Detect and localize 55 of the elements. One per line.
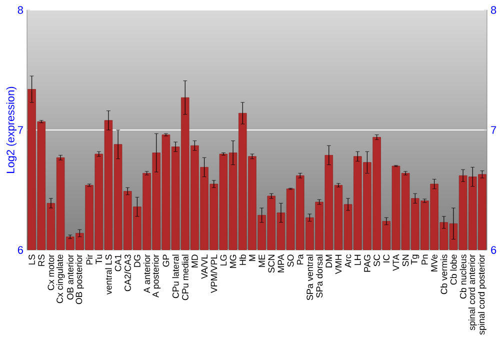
y-axis-title: Log2 (expression) xyxy=(6,86,17,173)
x-tick-label: CA2/CA3 xyxy=(124,254,131,292)
x-tick-label: Pn xyxy=(422,254,428,264)
x-tick-label: VPM/VPL xyxy=(210,254,218,294)
x-tick-label: SCN xyxy=(268,254,275,273)
x-tick-label: OB posterior xyxy=(76,254,84,304)
x-tick-label: CA1 xyxy=(114,254,122,272)
y-tick-label: 8 xyxy=(18,6,23,14)
x-tick-label: MD xyxy=(192,254,198,268)
x-tick-label: OB anterior xyxy=(66,254,74,300)
x-tick-label: GP xyxy=(162,254,170,267)
x-tick-label: DG xyxy=(134,254,140,267)
x-tick-label: Pa xyxy=(296,254,304,264)
x-tick-label: VTA xyxy=(392,254,400,271)
x-tick-label: VA/VL xyxy=(200,254,208,279)
x-tick-label: VMH xyxy=(335,254,342,274)
x-tick-label: MVe xyxy=(431,254,438,272)
x-tick-label: Cx cingulate xyxy=(56,254,65,304)
x-tick-label: A posterior xyxy=(152,254,161,298)
x-tick-label: Tg xyxy=(411,254,420,264)
y-tick-label: 6 xyxy=(18,246,23,254)
x-tick-label: SN xyxy=(402,254,409,266)
x-tick-label: Tu xyxy=(96,254,102,264)
x-tick-label: SPa ventral xyxy=(306,254,314,300)
x-tick-label: LG xyxy=(220,254,227,266)
x-tick-label: Pir xyxy=(86,254,93,264)
x-tick-label: spinal cord posterior xyxy=(478,254,486,335)
x-tick-label: SC xyxy=(374,254,380,266)
x-tick-label: LS xyxy=(28,254,35,264)
x-tick-label: Hb xyxy=(239,254,246,265)
x-tick-label: DM xyxy=(326,254,332,268)
y2-tick-label: 8 xyxy=(491,6,496,14)
x-tick-label: A anterior xyxy=(143,254,150,294)
y2-tick-label: 7 xyxy=(491,126,496,134)
x-tick-label: SO xyxy=(287,254,294,267)
x-tick-label: M xyxy=(249,254,256,261)
x-tick-label: Cb nucleus xyxy=(460,254,466,299)
x-tick-label: IC xyxy=(383,254,390,262)
x-tick-label: MG xyxy=(230,254,236,268)
x-tick-label: CPu lateral xyxy=(172,254,179,298)
x-tick-label: Cb vermis xyxy=(440,254,448,294)
x-tick-label: SPa dorsal xyxy=(316,254,323,298)
y2-tick-label: 6 xyxy=(491,246,496,254)
x-tick-label: Cx motor xyxy=(48,254,54,290)
x-tick-label: RS xyxy=(38,254,45,266)
x-tick-label: PAG xyxy=(364,254,370,272)
x-tick-label: spinal cord anterior xyxy=(468,254,477,330)
x-tick-label: Cb lobe xyxy=(450,254,457,285)
x-tick-label: LH xyxy=(354,254,361,265)
y-tick-label: 7 xyxy=(18,126,23,134)
x-tick-label: ventral LS xyxy=(105,254,112,295)
x-tick-label: MPA xyxy=(278,254,284,272)
x-tick-label: ME xyxy=(258,254,265,267)
x-tick-label: CPu medial xyxy=(182,254,188,300)
x-tick-label: Arc xyxy=(344,254,352,268)
